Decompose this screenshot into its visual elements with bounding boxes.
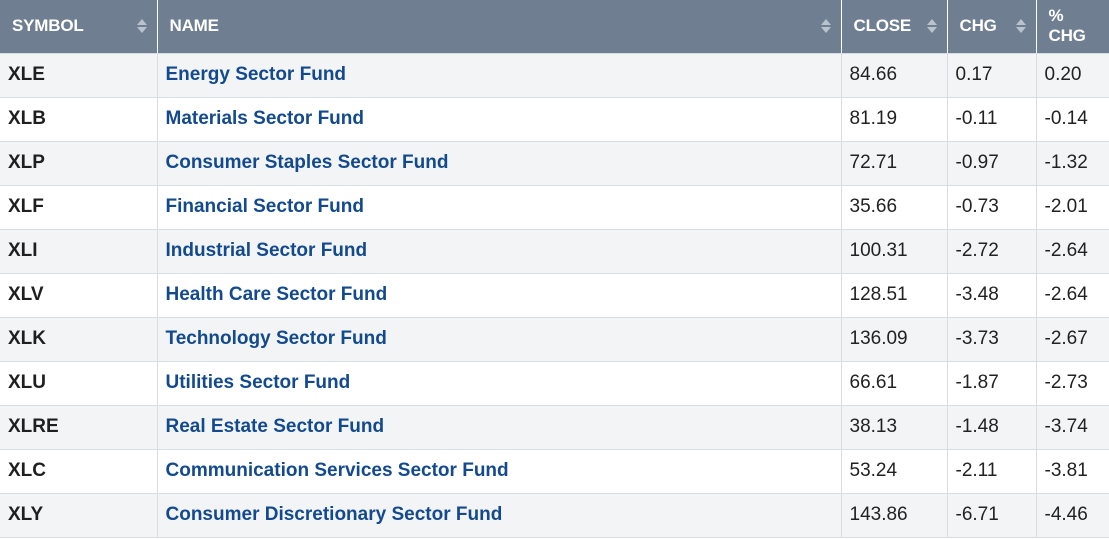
close-cell: 81.19 bbox=[841, 97, 948, 142]
chg-cell: 0.17 bbox=[947, 53, 1037, 98]
fund-link[interactable]: Real Estate Sector Fund bbox=[165, 416, 385, 437]
column-header-chg-label: CHG bbox=[959, 16, 997, 36]
column-header-close-label: CLOSE bbox=[853, 16, 912, 36]
table-body: XLE Energy Sector Fund 84.66 0.17 0.20 X… bbox=[0, 53, 1109, 538]
symbol-cell: XLV bbox=[0, 273, 158, 318]
chg-cell: -0.11 bbox=[947, 97, 1037, 142]
symbol-cell: XLC bbox=[0, 449, 158, 494]
fund-link[interactable]: Financial Sector Fund bbox=[165, 196, 364, 217]
name-cell: Materials Sector Fund bbox=[157, 97, 842, 142]
column-header-symbol[interactable]: SYMBOL bbox=[0, 0, 158, 54]
table-row: XLV Health Care Sector Fund 128.51 -3.48… bbox=[0, 273, 1109, 318]
column-header-symbol-label: SYMBOL bbox=[12, 16, 84, 36]
table-row: XLRE Real Estate Sector Fund 38.13 -1.48… bbox=[0, 405, 1109, 450]
fund-link[interactable]: Materials Sector Fund bbox=[165, 108, 365, 129]
close-cell: 100.31 bbox=[841, 229, 948, 274]
close-cell: 143.86 bbox=[841, 493, 948, 538]
chg-cell: -0.97 bbox=[947, 141, 1037, 186]
close-cell: 38.13 bbox=[841, 405, 948, 450]
pct-chg-cell: -0.14 bbox=[1036, 97, 1109, 142]
chg-cell: -3.73 bbox=[947, 317, 1037, 362]
chg-cell: -2.11 bbox=[947, 449, 1037, 494]
symbol-cell: XLI bbox=[0, 229, 158, 274]
table-row: XLF Financial Sector Fund 35.66 -0.73 -2… bbox=[0, 185, 1109, 230]
fund-link[interactable]: Industrial Sector Fund bbox=[165, 240, 368, 261]
pct-chg-cell: -3.74 bbox=[1036, 405, 1109, 450]
pct-chg-cell: -2.73 bbox=[1036, 361, 1109, 406]
sort-icon[interactable] bbox=[136, 19, 147, 34]
fund-link[interactable]: Utilities Sector Fund bbox=[165, 372, 351, 393]
chg-cell: -2.72 bbox=[947, 229, 1037, 274]
pct-chg-cell: -1.32 bbox=[1036, 141, 1109, 186]
name-cell: Energy Sector Fund bbox=[157, 53, 842, 98]
close-cell: 128.51 bbox=[841, 273, 948, 318]
column-header-close[interactable]: CLOSE bbox=[841, 0, 948, 54]
name-cell: Consumer Staples Sector Fund bbox=[157, 141, 842, 186]
pct-chg-cell: -2.67 bbox=[1036, 317, 1109, 362]
fund-link[interactable]: Energy Sector Fund bbox=[165, 64, 347, 85]
fund-link[interactable]: Consumer Staples Sector Fund bbox=[165, 152, 449, 173]
chg-cell: -0.73 bbox=[947, 185, 1037, 230]
symbol-cell: XLP bbox=[0, 141, 158, 186]
table-row: XLB Materials Sector Fund 81.19 -0.11 -0… bbox=[0, 97, 1109, 142]
chg-cell: -3.48 bbox=[947, 273, 1037, 318]
symbol-cell: XLRE bbox=[0, 405, 158, 450]
symbol-cell: XLE bbox=[0, 53, 158, 98]
fund-link[interactable]: Technology Sector Fund bbox=[165, 328, 387, 349]
fund-link[interactable]: Health Care Sector Fund bbox=[165, 284, 388, 305]
column-header-name-label: NAME bbox=[169, 16, 219, 36]
table-row: XLI Industrial Sector Fund 100.31 -2.72 … bbox=[0, 229, 1109, 274]
symbol-cell: XLY bbox=[0, 493, 158, 538]
name-cell: Communication Services Sector Fund bbox=[157, 449, 842, 494]
chg-cell: -6.71 bbox=[947, 493, 1037, 538]
symbol-cell: XLU bbox=[0, 361, 158, 406]
table-row: XLY Consumer Discretionary Sector Fund 1… bbox=[0, 493, 1109, 538]
chg-cell: -1.87 bbox=[947, 361, 1037, 406]
fund-link[interactable]: Communication Services Sector Fund bbox=[165, 460, 509, 481]
name-cell: Utilities Sector Fund bbox=[157, 361, 842, 406]
name-cell: Real Estate Sector Fund bbox=[157, 405, 842, 450]
close-cell: 66.61 bbox=[841, 361, 948, 406]
name-cell: Technology Sector Fund bbox=[157, 317, 842, 362]
name-cell: Consumer Discretionary Sector Fund bbox=[157, 493, 842, 538]
pct-chg-cell: 0.20 bbox=[1036, 53, 1109, 98]
pct-chg-cell: -2.64 bbox=[1036, 229, 1109, 274]
column-header-name[interactable]: NAME bbox=[157, 0, 842, 54]
sort-icon[interactable] bbox=[820, 19, 831, 34]
symbol-cell: XLB bbox=[0, 97, 158, 142]
sort-icon[interactable] bbox=[926, 19, 937, 34]
table-row: XLE Energy Sector Fund 84.66 0.17 0.20 bbox=[0, 53, 1109, 98]
pct-chg-cell: -4.46 bbox=[1036, 493, 1109, 538]
table-row: XLU Utilities Sector Fund 66.61 -1.87 -2… bbox=[0, 361, 1109, 406]
table-row: XLP Consumer Staples Sector Fund 72.71 -… bbox=[0, 141, 1109, 186]
symbol-cell: XLK bbox=[0, 317, 158, 362]
symbol-cell: XLF bbox=[0, 185, 158, 230]
name-cell: Industrial Sector Fund bbox=[157, 229, 842, 274]
close-cell: 136.09 bbox=[841, 317, 948, 362]
name-cell: Financial Sector Fund bbox=[157, 185, 842, 230]
column-header-chg[interactable]: CHG bbox=[947, 0, 1037, 54]
close-cell: 72.71 bbox=[841, 141, 948, 186]
sort-icon[interactable] bbox=[1015, 19, 1026, 34]
pct-chg-cell: -2.01 bbox=[1036, 185, 1109, 230]
name-cell: Health Care Sector Fund bbox=[157, 273, 842, 318]
table-header: SYMBOL NAME CLOSE CHG bbox=[0, 0, 1109, 54]
table-row: XLK Technology Sector Fund 136.09 -3.73 … bbox=[0, 317, 1109, 362]
pct-chg-cell: -3.81 bbox=[1036, 449, 1109, 494]
chg-cell: -1.48 bbox=[947, 405, 1037, 450]
close-cell: 84.66 bbox=[841, 53, 948, 98]
close-cell: 53.24 bbox=[841, 449, 948, 494]
table-row: XLC Communication Services Sector Fund 5… bbox=[0, 449, 1109, 494]
column-header-pct-chg[interactable]: % CHG bbox=[1036, 0, 1109, 54]
fund-link[interactable]: Consumer Discretionary Sector Fund bbox=[165, 504, 503, 525]
close-cell: 35.66 bbox=[841, 185, 948, 230]
pct-chg-cell: -2.64 bbox=[1036, 273, 1109, 318]
column-header-pct-chg-label: % CHG bbox=[1048, 6, 1086, 46]
